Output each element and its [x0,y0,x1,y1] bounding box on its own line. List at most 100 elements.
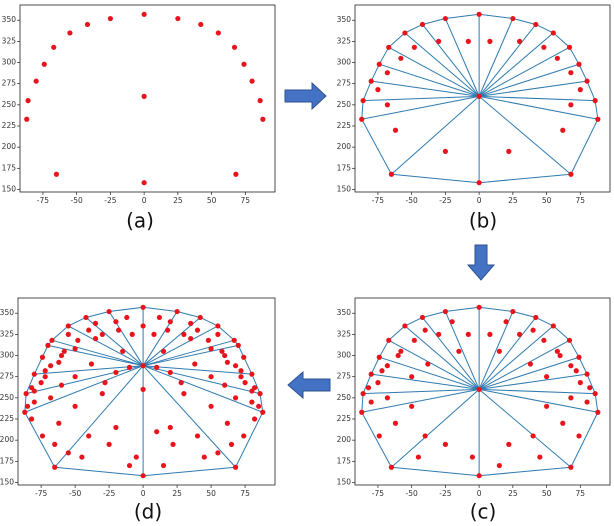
point [88,361,95,367]
mesh-edge [379,63,480,97]
y-tick-label: 150 [337,477,352,486]
x-tick-label: 75 [240,489,250,498]
point [476,304,482,310]
point [543,374,550,380]
point [257,391,263,397]
point [379,368,385,374]
point [39,433,46,439]
point [568,395,574,401]
point [107,15,113,22]
x-tick-label: 50 [542,196,552,205]
point [22,409,28,415]
caption: (b) [469,209,497,233]
x-tick-label: -50 [406,489,418,498]
point [48,363,54,369]
mesh-edge [569,47,580,65]
point [375,87,381,93]
point [576,354,582,360]
point [384,70,390,76]
point [141,93,147,99]
point [392,420,399,426]
point [368,399,374,405]
point [249,78,255,84]
point [33,78,39,84]
point [592,98,598,104]
mesh-edge [478,24,537,97]
point [530,327,536,333]
arrow-right [284,81,327,111]
mesh-edge [445,13,480,20]
mesh-edge [586,80,596,101]
point [359,116,365,122]
point [215,450,221,456]
mesh-edge [143,365,252,375]
point [124,314,130,321]
point [86,433,92,439]
mesh-edge [24,365,144,413]
point [402,323,408,329]
point [160,462,167,469]
mesh-edge [388,46,480,97]
mesh-edge [142,365,261,395]
mesh-edge [259,393,264,413]
point [167,319,173,325]
point [140,323,146,329]
point [584,399,590,405]
point [573,368,579,374]
mesh-edge [478,356,580,390]
mesh-edge [578,357,588,375]
y-tick-label: 250 [0,393,14,402]
point [398,55,404,61]
mesh-edge [478,46,570,97]
point [384,102,390,108]
y-tick-label: 300 [2,58,17,67]
point [106,308,112,315]
mesh-edge [361,411,392,468]
point [409,374,415,380]
mesh-edge [422,24,480,97]
point [178,380,184,386]
mesh-edge [51,339,144,367]
point [154,364,160,370]
x-tick-label: -75 [35,489,47,498]
point [133,454,139,460]
y-tick-label: 175 [337,456,352,465]
mesh-edge [512,311,536,318]
mesh-edge [422,317,480,390]
point [260,116,266,122]
y-tick-label: 300 [337,351,352,360]
point [576,433,582,439]
point [99,391,105,397]
point [442,148,448,154]
mesh-edge [404,317,423,327]
point [181,331,187,337]
point [577,87,583,93]
y-tick-label: 175 [0,456,14,465]
point [72,403,78,409]
mesh-edge [391,173,480,184]
mesh-edge [553,325,570,341]
y-tick-label: 350 [2,15,17,24]
mesh-edge [361,118,392,175]
mesh-edge [51,325,69,341]
point [449,319,455,325]
mesh-edge [379,356,480,390]
x-tick-label: -25 [439,489,451,498]
point [592,391,598,397]
point [554,348,560,354]
point [359,409,365,415]
y-tick-label: 350 [337,15,352,24]
y-tick-label: 225 [337,121,352,130]
point [224,420,231,426]
mesh-edge [479,95,598,120]
x-tick-label: 75 [576,196,586,205]
point [224,359,231,365]
point [360,98,366,104]
point [38,380,44,386]
point [208,403,214,409]
y-tick-label: 275 [337,372,352,381]
mesh-edge [479,13,513,20]
point [560,127,566,133]
point [58,382,65,388]
